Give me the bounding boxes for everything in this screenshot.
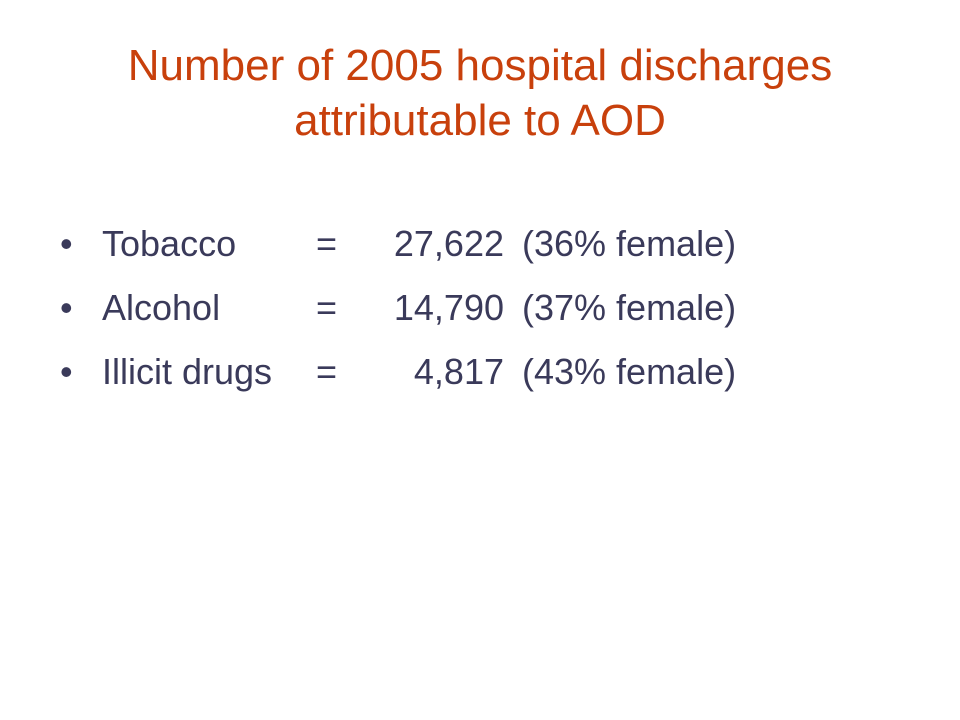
- item-value: 14,790: [393, 287, 504, 328]
- item-note: (37% female): [522, 287, 737, 328]
- bullet-item-illicit-drugs: • Illicit drugs = 4,817 (43% female): [60, 340, 920, 404]
- bullet-icon: •: [60, 223, 73, 264]
- item-note: (36% female): [522, 223, 737, 264]
- item-value: 4,817: [413, 351, 504, 392]
- equals-sign: =: [316, 223, 338, 264]
- bullet-icon: •: [60, 351, 73, 392]
- equals-sign: =: [316, 351, 338, 392]
- equals-sign: =: [316, 287, 338, 328]
- title-line-2: attributable to AOD: [294, 96, 666, 145]
- slide-title: Number of 2005 hospital discharges attri…: [40, 38, 920, 148]
- bullet-item-tobacco: • Tobacco = 27,622 (36% female): [60, 212, 920, 276]
- item-value: 27,622: [393, 223, 504, 264]
- title-line-1: Number of 2005 hospital discharges: [127, 41, 833, 90]
- bullet-icon: •: [60, 287, 73, 328]
- item-label: Alcohol: [102, 287, 221, 328]
- bullet-item-alcohol: • Alcohol = 14,790 (37% female): [60, 276, 920, 340]
- bullet-list: • Tobacco = 27,622 (36% female) • Alcoho…: [60, 212, 920, 404]
- item-label: Tobacco: [102, 223, 237, 264]
- item-note: (43% female): [522, 351, 737, 392]
- item-label: Illicit drugs: [102, 351, 273, 392]
